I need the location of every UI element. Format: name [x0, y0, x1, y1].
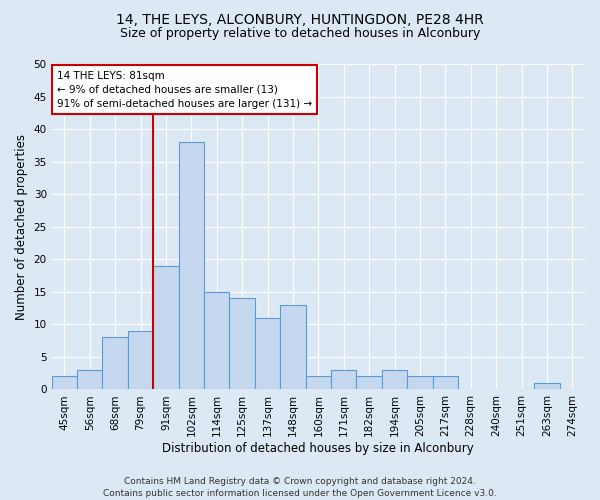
Bar — [204, 292, 229, 390]
Bar — [534, 383, 560, 390]
Bar — [280, 305, 305, 390]
Bar — [103, 338, 128, 390]
Bar — [382, 370, 407, 390]
Text: Contains HM Land Registry data © Crown copyright and database right 2024.
Contai: Contains HM Land Registry data © Crown c… — [103, 476, 497, 498]
X-axis label: Distribution of detached houses by size in Alconbury: Distribution of detached houses by size … — [163, 442, 474, 455]
Bar — [128, 331, 153, 390]
Bar — [179, 142, 204, 390]
Bar — [305, 376, 331, 390]
Text: 14 THE LEYS: 81sqm
← 9% of detached houses are smaller (13)
91% of semi-detached: 14 THE LEYS: 81sqm ← 9% of detached hous… — [57, 70, 312, 108]
Text: 14, THE LEYS, ALCONBURY, HUNTINGDON, PE28 4HR: 14, THE LEYS, ALCONBURY, HUNTINGDON, PE2… — [116, 12, 484, 26]
Bar — [356, 376, 382, 390]
Text: Size of property relative to detached houses in Alconbury: Size of property relative to detached ho… — [120, 28, 480, 40]
Bar — [153, 266, 179, 390]
Bar — [433, 376, 458, 390]
Bar — [77, 370, 103, 390]
Bar — [52, 376, 77, 390]
Bar — [229, 298, 255, 390]
Bar — [331, 370, 356, 390]
Bar — [255, 318, 280, 390]
Bar — [407, 376, 433, 390]
Y-axis label: Number of detached properties: Number of detached properties — [15, 134, 28, 320]
